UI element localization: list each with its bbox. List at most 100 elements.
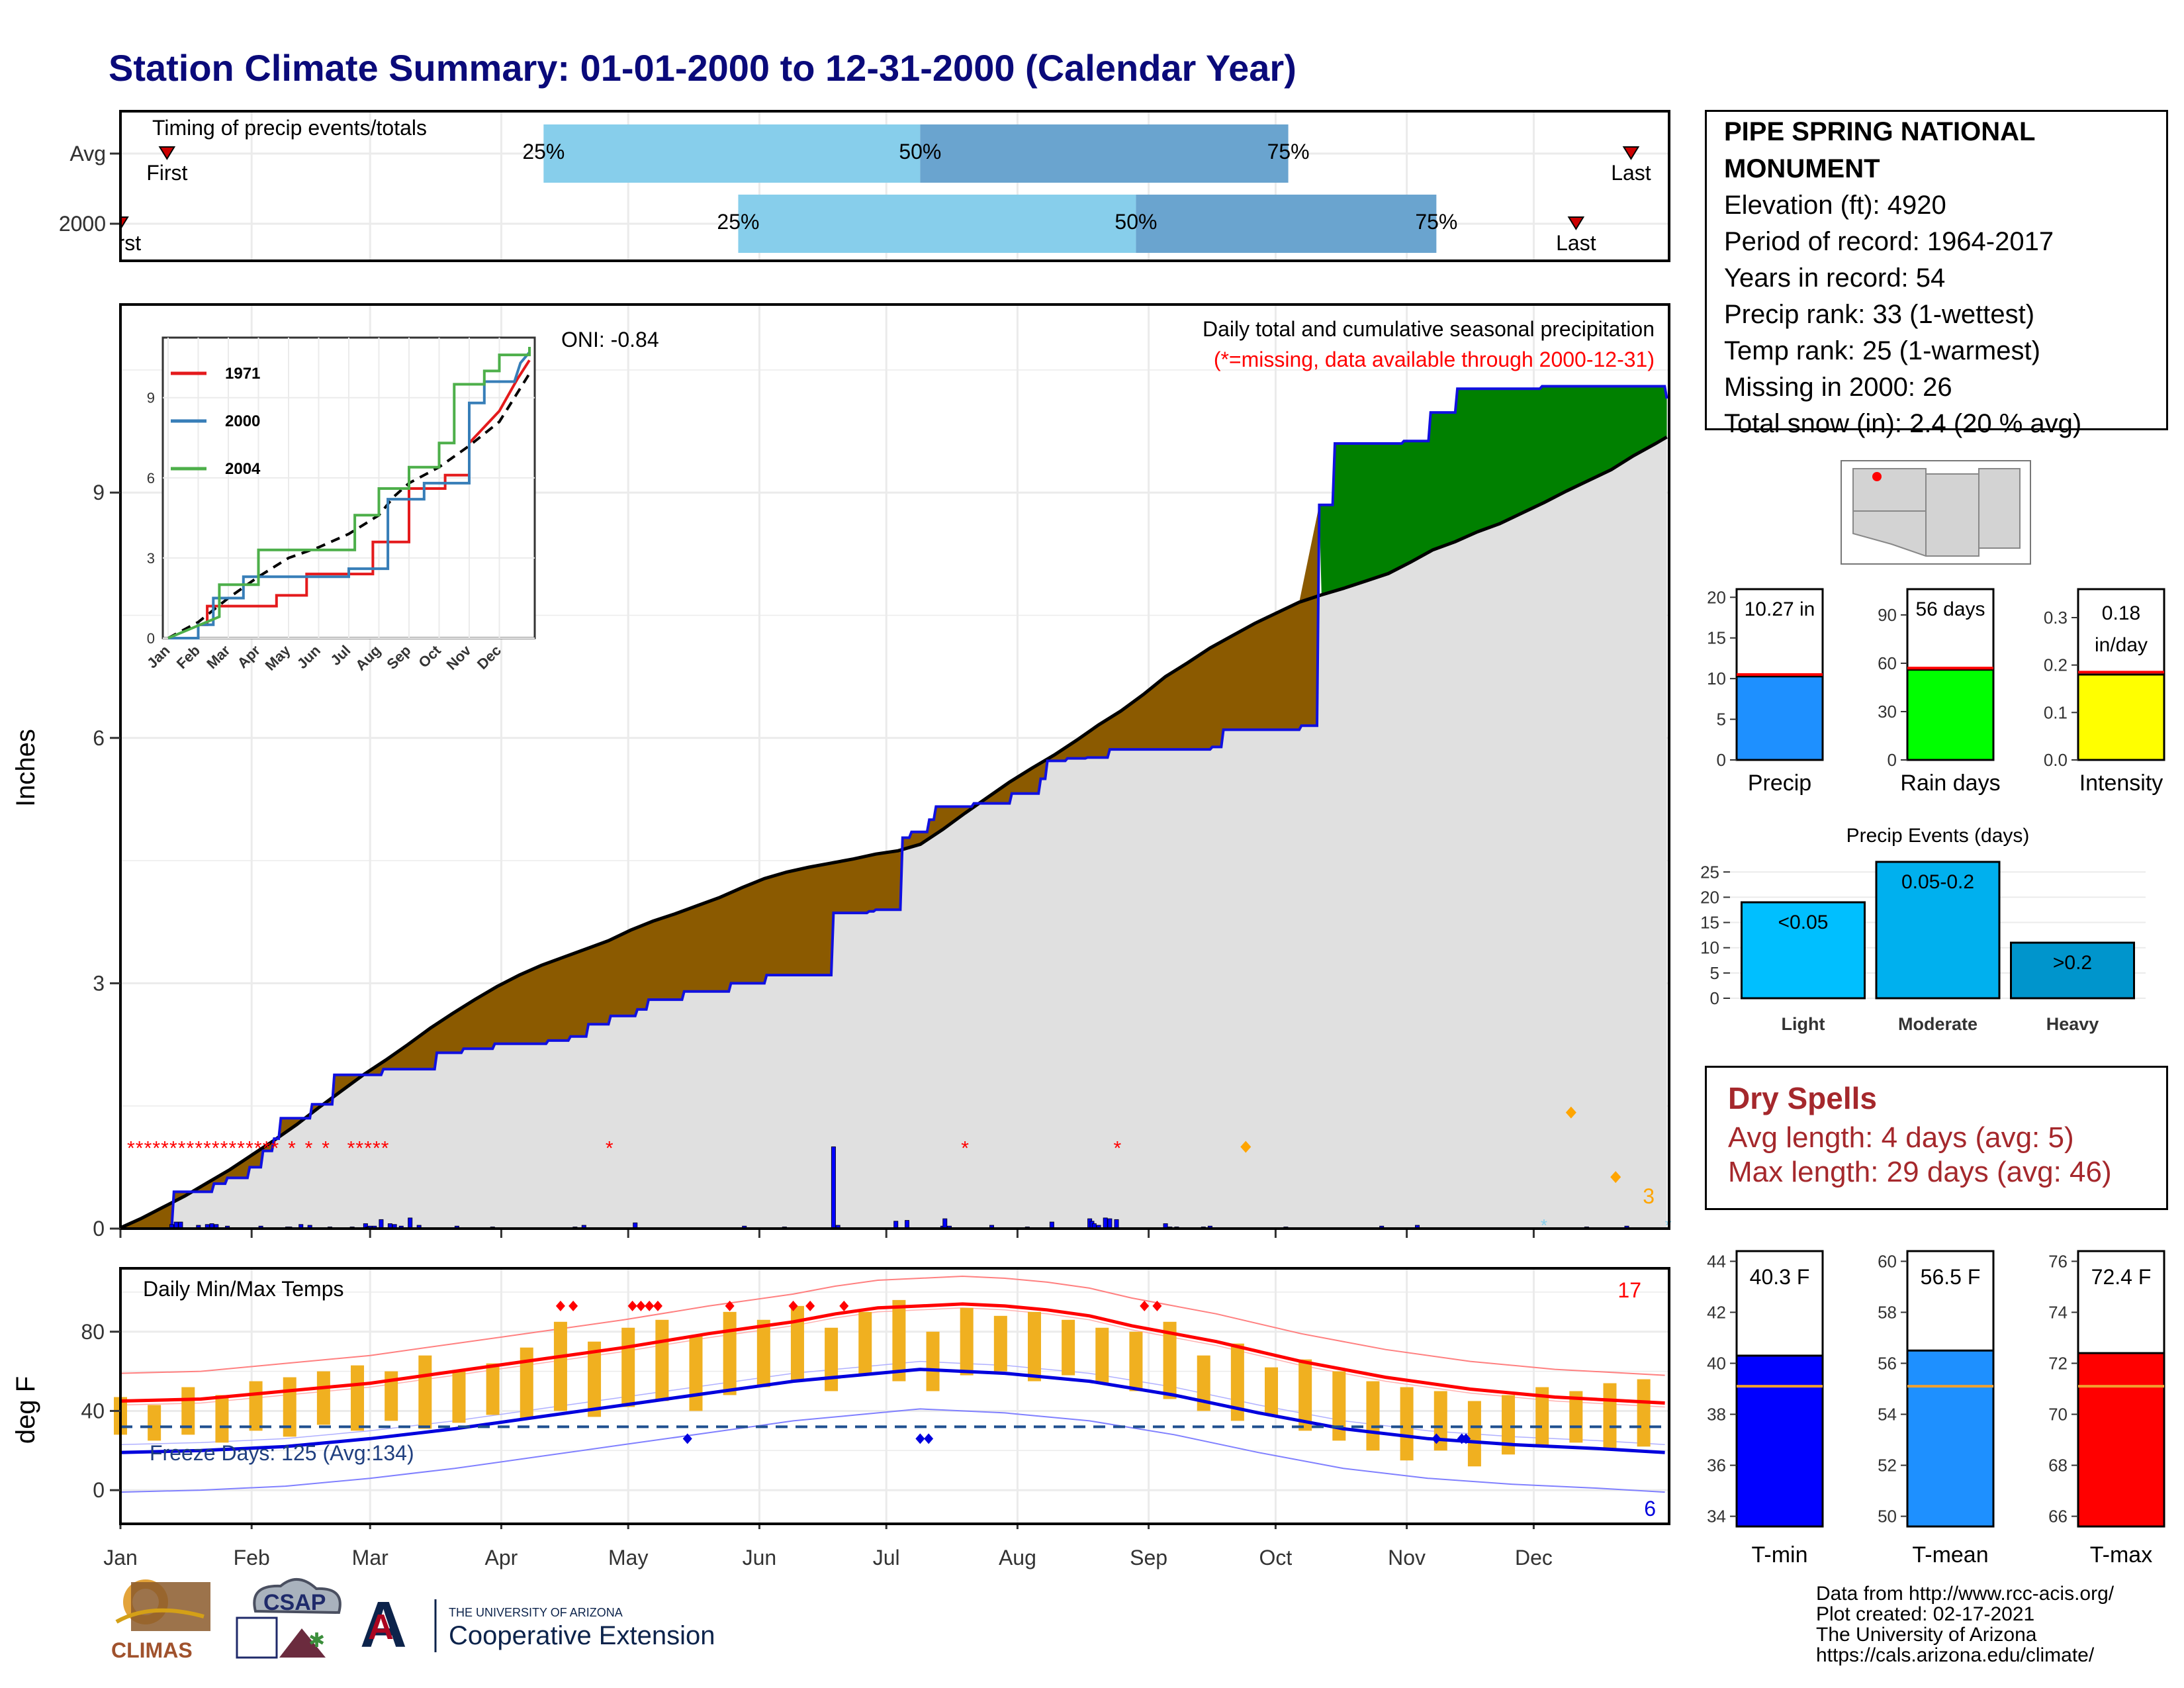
precip-summary-tick-label: 5: [1717, 710, 1726, 729]
temp-summary-label: T-mean: [1912, 1542, 1988, 1568]
precip-summary-tick-label: 0.2: [2044, 655, 2068, 675]
record-high-marker: [555, 1300, 565, 1311]
temp-summary-tick-label: 70: [2048, 1405, 2068, 1425]
temp-summary-tick-label: 54: [1878, 1405, 1897, 1425]
missing-marker: *: [246, 1137, 253, 1159]
daily-temp-bar: [1535, 1387, 1549, 1447]
daily-temp-bar: [1603, 1383, 1617, 1451]
climas-logo-text: CLIMAS: [111, 1638, 193, 1662]
precip-summary-box-label: 56 days: [1915, 598, 1985, 620]
events-category-label: Light: [1782, 1014, 1825, 1034]
events-tick-label: 10: [1700, 938, 1719, 958]
daily-temp-bar: [926, 1331, 940, 1391]
precip-note-1: Daily total and cumulative seasonal prec…: [1203, 317, 1655, 341]
precip-y-axis-title: Inches: [11, 729, 40, 807]
daily-temp-bar: [1298, 1359, 1312, 1431]
record-high-marker: [645, 1300, 655, 1311]
timing-frame: [119, 110, 1670, 262]
record-low-marker: [682, 1433, 692, 1444]
month-label: Oct: [1259, 1546, 1293, 1570]
precip-summary-bar: [1735, 675, 1824, 761]
missing-marker: *: [606, 1137, 614, 1159]
cooperative-extension: Cooperative Extension: [449, 1621, 715, 1650]
daily-temp-bar: [1129, 1331, 1143, 1391]
events-tick-label: 25: [1700, 862, 1719, 882]
missing-marker: *: [1114, 1137, 1122, 1159]
temp-summary-tick-label: 40: [1707, 1353, 1726, 1373]
daily-temp-bar: [1332, 1371, 1346, 1441]
timing-q50-label: 50%: [1115, 210, 1157, 234]
normal-precip-line: [119, 435, 1668, 1230]
daily-temp-bar: [1467, 1401, 1481, 1467]
precip-summary-tick-label: 0.1: [2044, 702, 2068, 722]
timing-bar-q3: [1136, 195, 1437, 253]
month-label: Apr: [485, 1546, 518, 1570]
month-label: Sep: [1130, 1546, 1167, 1570]
temp-summary-box-label: 72.4 F: [2091, 1265, 2152, 1289]
events-title: Precip Events (days): [1846, 825, 2030, 847]
station-period: Period of record: 1964-2017: [1724, 227, 2054, 256]
missing-marker: *: [237, 1137, 245, 1159]
precip-summary-tick-label: 30: [1878, 702, 1897, 722]
heavy-event-marker: [1610, 1171, 1621, 1184]
daily-temp-bar: [892, 1299, 906, 1382]
temp-summary-tick-label: 42: [1707, 1302, 1726, 1322]
daily-temp-bar: [553, 1321, 567, 1411]
timing-title: Timing of precip events/totals: [152, 116, 427, 140]
station-info-box: PIPE SPRING NATIONAL MONUMENT Elevation …: [1705, 110, 2168, 438]
record-high-marker: [636, 1300, 646, 1311]
temp-summary-tick-label: 58: [1878, 1302, 1897, 1322]
heavy-event-marker: [1240, 1141, 1251, 1153]
daily-temp-bar: [452, 1371, 466, 1423]
inset-legend-label: 1971: [225, 365, 260, 383]
timing-q25-label: 25%: [717, 210, 759, 234]
timing-last-marker: [1622, 146, 1640, 160]
missing-marker: *: [178, 1137, 186, 1159]
daily-temp-bar: [316, 1371, 330, 1425]
record-high-count: 17: [1617, 1278, 1641, 1302]
missing-marker: *: [195, 1137, 203, 1159]
daily-temp-bar: [689, 1335, 703, 1411]
precip-corner-count: 3: [1643, 1184, 1655, 1208]
daily-temp-bar: [1163, 1321, 1177, 1399]
inset-normal-line: [167, 373, 531, 639]
daily-temp-bar: [723, 1311, 737, 1395]
events-category-label: Moderate: [1898, 1014, 1978, 1034]
record-high-marker: [805, 1300, 815, 1311]
missing-marker: *: [212, 1137, 220, 1159]
temp-summary-tick-label: 38: [1707, 1405, 1726, 1425]
record-low-marker: [1461, 1433, 1471, 1444]
footer-credits: Data from http://www.rcc-acis.org/ Plot …: [1816, 1583, 2114, 1665]
missing-marker: *: [203, 1137, 211, 1159]
temp-summary-label: T-min: [1752, 1542, 1808, 1568]
precip-y-tick-label: 3: [93, 971, 105, 995]
csap-logo: CSAP ✱: [236, 1577, 341, 1659]
events-bar: [1875, 861, 2001, 1000]
daily-temp-bar: [621, 1327, 635, 1407]
precip-summary-tick-label: 20: [1707, 587, 1726, 607]
record-min-line: [120, 1408, 1665, 1493]
daily-temp-bar: [1095, 1327, 1109, 1383]
record-low-marker: [915, 1433, 925, 1444]
record-high-marker: [627, 1300, 637, 1311]
footer-university: The University of Arizona: [1816, 1624, 2037, 1646]
inset-legend-label: 2000: [225, 412, 260, 430]
precip-summary-tick-label: 0: [1717, 750, 1726, 770]
temp-summary-bar: [1735, 1354, 1824, 1528]
daily-precip-bar: [942, 1218, 948, 1229]
daily-temp-bar: [1502, 1395, 1516, 1455]
daily-temp-bar: [960, 1307, 974, 1376]
events-bar-label: >0.2: [2053, 952, 2092, 974]
precip-events-panel: Precip Events (days) 0 5 10 15 20 25 <0.05 Light…: [1700, 825, 2146, 1034]
month-label: May: [608, 1546, 648, 1570]
normal-min-line: [120, 1368, 1665, 1454]
missing-marker: *: [364, 1137, 372, 1159]
timing-last-label: Last: [1611, 161, 1651, 185]
temp-panel-title: Daily Min/Max Temps: [143, 1277, 343, 1301]
station-years: Years in record: 54: [1724, 263, 1946, 293]
below-normal-area: [120, 504, 1320, 1229]
timing-row-label: 2000: [59, 212, 106, 236]
daily-temp-bar: [1637, 1379, 1651, 1447]
missing-marker: *: [169, 1137, 177, 1159]
temp-summary-label: T-max: [2090, 1542, 2152, 1568]
